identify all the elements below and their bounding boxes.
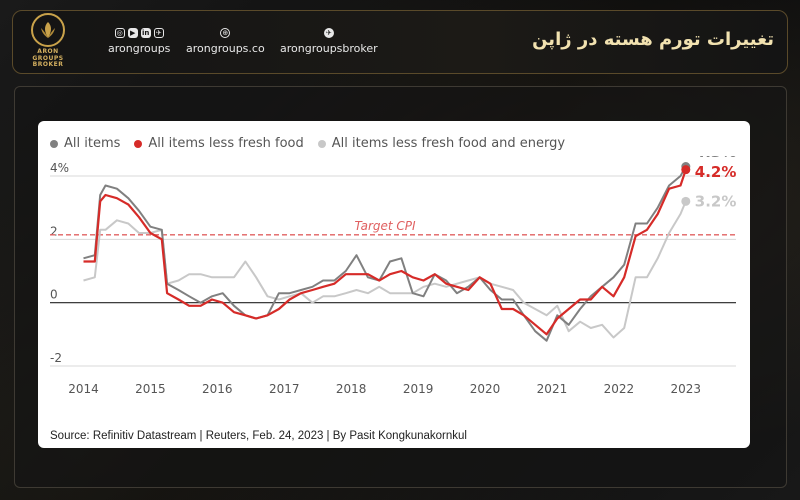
- youtube-icon[interactable]: ▶: [127, 27, 138, 38]
- y-tick-label: 0: [50, 288, 58, 302]
- chart-card: All items All items less fresh food All …: [38, 121, 750, 448]
- website-label: arongroups.co: [186, 42, 265, 55]
- series-end-point: [681, 196, 691, 206]
- x-tick-label: 2019: [403, 382, 434, 396]
- legend-item-less-fresh-food-energy: All items less fresh food and energy: [317, 136, 566, 151]
- legend-item-all-items: All items: [50, 136, 120, 151]
- x-tick-label: 2016: [202, 382, 233, 396]
- line-chart: 4% 2 0 -2 2014 2015 2016 2017 2018 2019 2020 2021 20…: [50, 156, 737, 396]
- social-handle-label: arongroups: [108, 42, 171, 55]
- series-line: [83, 169, 687, 336]
- telegram-square-icon[interactable]: ✈: [153, 27, 164, 38]
- source-credit: Source: Refinitiv Datastream | Reuters, …: [50, 430, 467, 442]
- social-arongroups[interactable]: ◎ ▶ in ✈ arongroups: [108, 26, 170, 55]
- series-end-point: [681, 165, 691, 175]
- instagram-icon[interactable]: ◎: [114, 27, 125, 38]
- x-tick-label: 2022: [604, 382, 635, 396]
- brand-logo: ARON GROUPS BROKER: [22, 13, 74, 71]
- series-end-label: 4.2%: [695, 163, 737, 181]
- logo-wordmark: ARON GROUPS BROKER: [32, 48, 64, 68]
- x-tick-label: 2018: [336, 382, 367, 396]
- target-cpi-label: Target CPI: [355, 219, 416, 233]
- legend-swatch-icon: [134, 139, 143, 148]
- y-tick-label: -2: [50, 351, 62, 365]
- telegram-handle-label: arongroupsbroker: [280, 42, 378, 55]
- x-tick-label: 2021: [537, 382, 568, 396]
- legend-swatch-icon: [50, 139, 58, 148]
- globe-icon[interactable]: ⊕: [220, 27, 231, 38]
- legend-label: All items less fresh food: [148, 136, 304, 151]
- x-tick-label: 2017: [269, 382, 300, 396]
- x-tick-label: 2023: [671, 382, 702, 396]
- telegram-icon[interactable]: ✈: [323, 27, 334, 38]
- legend-label: All items: [64, 136, 121, 151]
- legend-label: All items less fresh food and energy: [331, 136, 566, 151]
- legend-swatch-icon: [317, 139, 326, 148]
- legend-item-less-fresh-food: All items less fresh food: [134, 136, 304, 151]
- page-title: تغییرات تورم هسته در ژاپن: [532, 29, 774, 50]
- chart-legend: All items All items less fresh food All …: [50, 136, 565, 151]
- logo-emblem-icon: [31, 13, 65, 47]
- series-end-label: 4.3%: [695, 156, 737, 161]
- header-bar: [12, 10, 788, 74]
- x-tick-label: 2014: [68, 382, 99, 396]
- social-website[interactable]: ⊕ arongroups.co: [186, 26, 265, 55]
- x-tick-label: 2020: [470, 382, 501, 396]
- social-telegram[interactable]: ✈ arongroupsbroker: [280, 26, 378, 55]
- linkedin-icon[interactable]: in: [140, 27, 151, 38]
- series-line: [83, 166, 687, 342]
- y-tick-label: 4%: [50, 161, 69, 175]
- series-line: [83, 200, 687, 339]
- x-tick-label: 2015: [135, 382, 166, 396]
- series-end-label: 3.2%: [695, 193, 737, 211]
- y-tick-label: 2: [50, 224, 58, 238]
